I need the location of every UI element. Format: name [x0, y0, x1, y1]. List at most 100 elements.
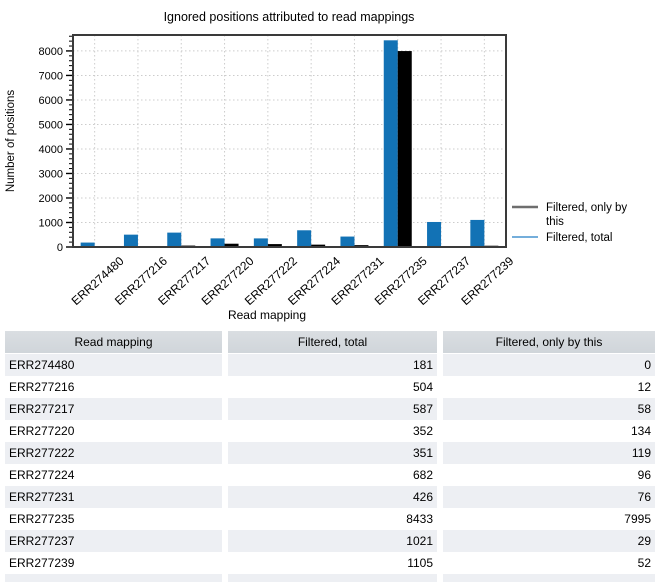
cell-filtered-only-by-this: 0 — [443, 354, 655, 376]
table-row[interactable]: ERR277217 587 58 — [5, 398, 655, 420]
cell-filtered-only-by-this: 12 — [443, 376, 655, 398]
cell-read-mapping: ERR277237 — [5, 530, 222, 552]
cell-filtered-total: 8433 — [228, 508, 437, 530]
cell-filtered-total: 1105 — [228, 552, 437, 574]
column-separator — [437, 530, 443, 552]
column-separator — [437, 376, 443, 398]
column-separator — [437, 486, 443, 508]
y-tick-label: 7000 — [39, 70, 63, 82]
cell-read-mapping: ERR277216 — [5, 376, 222, 398]
cell-empty — [228, 574, 437, 582]
table-row[interactable]: ERR274480 181 0 — [5, 354, 655, 376]
y-tick-label: 0 — [57, 242, 63, 254]
bar-filtered-total-ERR277231 — [340, 236, 355, 247]
column-separator — [437, 552, 443, 574]
bar-filtered-total-ERR277239 — [470, 219, 485, 247]
bar-filtered-total-ERR277222 — [253, 238, 268, 247]
cell-empty — [5, 574, 222, 582]
column-separator — [437, 331, 443, 353]
cell-read-mapping: ERR277224 — [5, 464, 222, 486]
legend-label: this — [546, 216, 564, 228]
cell-read-mapping: ERR277231 — [5, 486, 222, 508]
column-separator — [437, 464, 443, 486]
y-tick-label: 3000 — [39, 168, 63, 180]
column-separator — [222, 331, 228, 353]
column-separator — [437, 420, 443, 442]
cell-filtered-total: 181 — [228, 354, 437, 376]
bar-filtered-only-ERR277222 — [267, 244, 282, 247]
column-separator — [437, 354, 443, 376]
bar-chart: Ignored positions attributed to read map… — [5, 10, 627, 322]
y-tick-label: 4000 — [39, 144, 63, 156]
results-table: Read mapping Filtered, total Filtered, onl… — [5, 331, 655, 582]
y-tick-label: 2000 — [39, 193, 63, 205]
bar-filtered-total-ERR277235 — [383, 40, 398, 247]
legend-label: Filtered, total — [546, 232, 612, 244]
cell-filtered-only-by-this: 58 — [443, 398, 655, 420]
table-body: ERR274480 181 0 ERR277216 504 12 ERR277217 587 5… — [5, 354, 655, 582]
cell-read-mapping: ERR277217 — [5, 398, 222, 420]
column-separator — [222, 486, 228, 508]
legend-label: Filtered, only by — [546, 202, 627, 214]
cell-filtered-only-by-this: 29 — [443, 530, 655, 552]
table-row[interactable]: ERR277216 504 12 — [5, 376, 655, 398]
bar-filtered-only-ERR277224 — [311, 244, 326, 247]
y-tick-label: 5000 — [39, 119, 63, 131]
cell-read-mapping: ERR277235 — [5, 508, 222, 530]
bar-filtered-only-ERR277220 — [224, 243, 239, 247]
cell-filtered-total: 504 — [228, 376, 437, 398]
column-header-read-mapping[interactable]: Read mapping — [5, 331, 222, 353]
column-header-filtered-total[interactable]: Filtered, total — [228, 331, 437, 353]
column-separator — [437, 442, 443, 464]
y-tick-label: 6000 — [39, 95, 63, 107]
cell-filtered-only-by-this: 7995 — [443, 508, 655, 530]
column-separator — [222, 442, 228, 464]
cell-filtered-total: 426 — [228, 486, 437, 508]
table-row[interactable]: ERR277239 1105 52 — [5, 552, 655, 574]
column-separator — [222, 530, 228, 552]
bar-filtered-only-ERR277235 — [397, 51, 412, 248]
cell-filtered-total: 352 — [228, 420, 437, 442]
table-row[interactable]: ERR277224 682 96 — [5, 464, 655, 486]
x-axis-label: Read mapping — [228, 308, 306, 322]
cell-filtered-total: 587 — [228, 398, 437, 420]
table-row[interactable]: ERR277220 352 134 — [5, 420, 655, 442]
cell-filtered-only-by-this: 96 — [443, 464, 655, 486]
column-separator — [437, 508, 443, 530]
table-header-row: Read mapping Filtered, total Filtered, onl… — [5, 331, 655, 354]
cell-read-mapping: ERR274480 — [5, 354, 222, 376]
cell-read-mapping: ERR277222 — [5, 442, 222, 464]
chart-title: Ignored positions attributed to read map… — [164, 10, 415, 24]
column-separator — [222, 398, 228, 420]
bar-filtered-total-ERR274480 — [80, 242, 95, 247]
bar-filtered-total-ERR277220 — [210, 238, 225, 247]
cell-filtered-only-by-this: 76 — [443, 486, 655, 508]
cell-read-mapping: ERR277239 — [5, 552, 222, 574]
bar-filtered-total-ERR277216 — [123, 234, 138, 247]
column-separator — [222, 508, 228, 530]
column-separator — [222, 354, 228, 376]
table-row[interactable]: ERR277231 426 76 — [5, 486, 655, 508]
column-separator — [222, 420, 228, 442]
bar-filtered-total-ERR277237 — [427, 221, 442, 247]
bar-filtered-total-ERR277224 — [297, 230, 312, 247]
chart-area: Ignored positions attributed to read map… — [5, 10, 627, 322]
table-row[interactable]: ERR277235 8433 7995 — [5, 508, 655, 530]
column-separator — [222, 552, 228, 574]
cell-filtered-only-by-this: 119 — [443, 442, 655, 464]
plot-border — [72, 34, 507, 248]
cell-read-mapping: ERR277220 — [5, 420, 222, 442]
y-axis-label: Number of positions — [5, 90, 17, 193]
cell-filtered-only-by-this: 134 — [443, 420, 655, 442]
y-tick-label: 8000 — [39, 46, 63, 58]
cell-filtered-total: 351 — [228, 442, 437, 464]
column-separator — [222, 376, 228, 398]
table-row-partial[interactable] — [5, 574, 655, 582]
column-header-filtered-only-by-this[interactable]: Filtered, only by this — [443, 331, 655, 353]
table-row[interactable]: ERR277237 1021 29 — [5, 530, 655, 552]
cell-empty — [443, 574, 655, 582]
table-row[interactable]: ERR277222 351 119 — [5, 442, 655, 464]
column-separator — [437, 574, 443, 582]
column-separator — [437, 398, 443, 420]
y-tick-label: 1000 — [39, 217, 63, 229]
